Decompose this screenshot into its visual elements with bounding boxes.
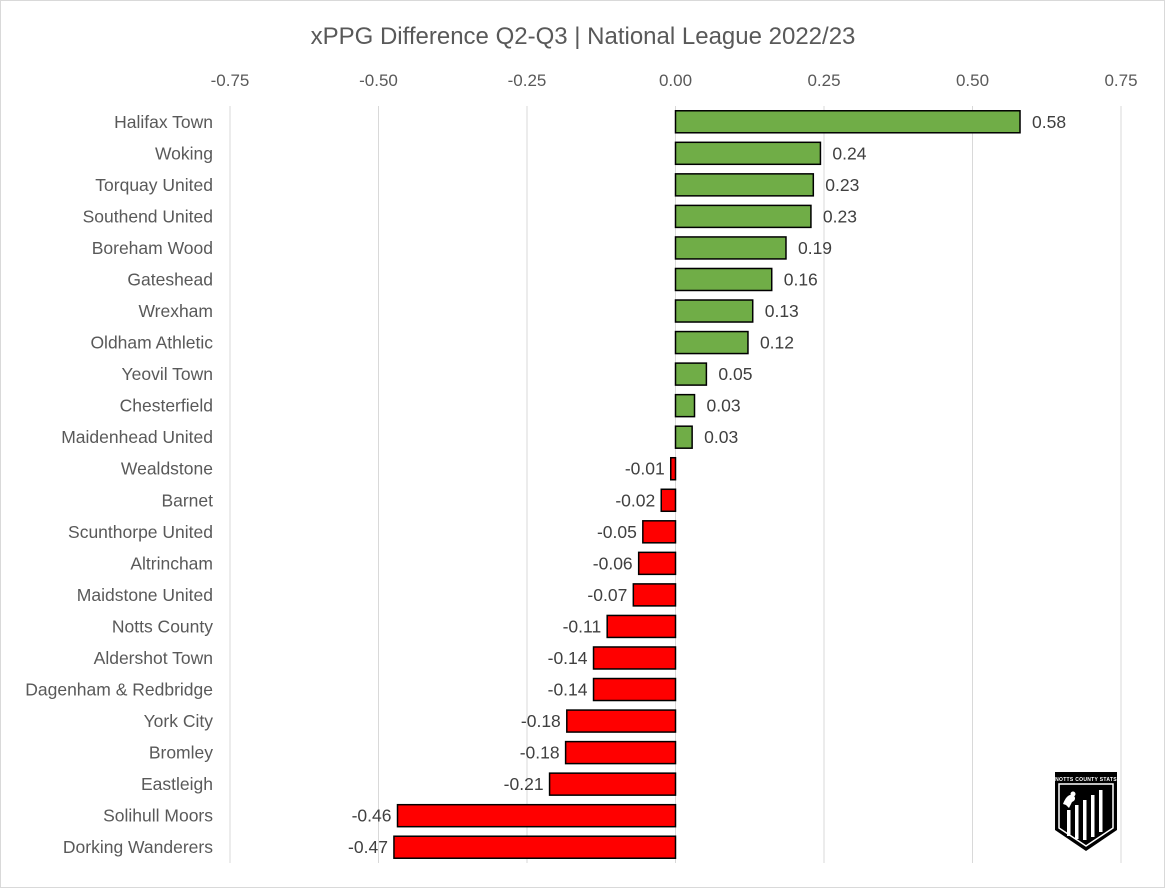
category-label: Wrexham bbox=[138, 301, 213, 321]
data-label: -0.11 bbox=[563, 616, 602, 636]
data-label: 0.16 bbox=[784, 269, 818, 289]
category-label: Southend United bbox=[83, 206, 213, 226]
chart-title: xPPG Difference Q2-Q3 | National League … bbox=[311, 23, 856, 50]
data-label: -0.14 bbox=[548, 648, 588, 668]
x-tick-label: 0.25 bbox=[807, 71, 840, 90]
bar bbox=[674, 299, 754, 323]
data-label: 0.05 bbox=[718, 364, 752, 384]
category-label: Notts County bbox=[112, 616, 213, 636]
data-label: -0.14 bbox=[548, 680, 588, 700]
x-tick-label: -0.50 bbox=[359, 71, 398, 90]
category-label: Dagenham & Redbridge bbox=[25, 680, 213, 700]
data-label: 0.58 bbox=[1032, 112, 1066, 132]
bar bbox=[674, 141, 822, 166]
category-label: York City bbox=[144, 711, 214, 731]
bar bbox=[396, 803, 677, 828]
data-label: 0.03 bbox=[704, 427, 738, 447]
data-label: 0.19 bbox=[798, 238, 832, 258]
x-tick-label: -0.75 bbox=[211, 71, 250, 90]
data-label: 0.12 bbox=[760, 333, 794, 353]
category-label: Halifax Town bbox=[114, 112, 213, 132]
bar bbox=[674, 425, 693, 449]
x-tick-label: 0.00 bbox=[659, 71, 692, 90]
category-label: Bromley bbox=[149, 743, 213, 763]
bar bbox=[674, 362, 708, 386]
bar bbox=[566, 709, 677, 733]
bar bbox=[674, 204, 812, 229]
data-label: -0.47 bbox=[348, 837, 388, 857]
data-label: -0.21 bbox=[504, 774, 544, 794]
bar bbox=[674, 393, 696, 418]
data-label: 0.03 bbox=[707, 396, 741, 416]
bar bbox=[632, 583, 677, 607]
bar bbox=[674, 110, 1021, 134]
data-label: -0.18 bbox=[520, 743, 560, 763]
bar bbox=[393, 835, 677, 859]
bar bbox=[674, 236, 787, 260]
data-label: 0.23 bbox=[823, 206, 857, 226]
bar bbox=[660, 488, 677, 513]
category-label: Wealdstone bbox=[121, 459, 213, 479]
category-label: Dorking Wanderers bbox=[63, 837, 213, 857]
data-label: -0.02 bbox=[615, 490, 655, 510]
bar bbox=[642, 520, 677, 544]
data-label: -0.01 bbox=[625, 459, 665, 479]
bar bbox=[564, 740, 677, 765]
bar bbox=[674, 330, 749, 355]
category-label: Torquay United bbox=[95, 175, 213, 195]
bar bbox=[592, 646, 677, 670]
bar bbox=[606, 614, 677, 639]
category-label: Altrincham bbox=[130, 553, 213, 573]
category-label: Solihull Moors bbox=[103, 806, 213, 826]
category-label: Woking bbox=[155, 143, 213, 163]
category-label: Barnet bbox=[161, 490, 213, 510]
bar bbox=[592, 677, 677, 702]
x-tick-label: -0.25 bbox=[508, 71, 547, 90]
bar bbox=[669, 456, 677, 481]
bar bbox=[674, 267, 773, 292]
bar bbox=[637, 551, 677, 576]
data-label: 0.23 bbox=[825, 175, 859, 195]
data-label: -0.05 bbox=[597, 522, 637, 542]
bars bbox=[393, 110, 1021, 859]
grid-lines bbox=[229, 106, 1122, 863]
data-label: 0.13 bbox=[765, 301, 799, 321]
data-label: -0.07 bbox=[587, 585, 627, 605]
notts-county-stats-logo: NOTTS COUNTY STATS bbox=[1055, 772, 1117, 851]
data-label: -0.06 bbox=[593, 553, 633, 573]
logo-text: NOTTS COUNTY STATS bbox=[1055, 777, 1117, 783]
category-label: Maidenhead United bbox=[61, 427, 213, 447]
category-label: Eastleigh bbox=[141, 774, 213, 794]
bar bbox=[548, 772, 677, 796]
data-labels: 0.58 0.24 0.23 0.23 0.19 0.16 0.13 0.12 0.05 0.03… bbox=[348, 112, 1066, 857]
category-label: Oldham Athletic bbox=[90, 333, 213, 353]
category-label: Scunthorpe United bbox=[68, 522, 213, 542]
category-label: Yeovil Town bbox=[122, 364, 213, 384]
category-labels: Halifax Town Woking Torquay United Southend… bbox=[25, 112, 213, 857]
data-label: 0.24 bbox=[832, 143, 866, 163]
x-axis-ticks: -0.75 -0.50 -0.25 0.00 0.25 0.50 0.75 bbox=[211, 71, 1138, 90]
x-tick-label: 0.50 bbox=[956, 71, 989, 90]
category-label: Aldershot Town bbox=[94, 648, 213, 668]
category-label: Chesterfield bbox=[120, 396, 213, 416]
category-label: Maidstone United bbox=[77, 585, 213, 605]
x-tick-label: 0.75 bbox=[1104, 71, 1137, 90]
category-label: Gateshead bbox=[127, 269, 213, 289]
data-label: -0.46 bbox=[352, 806, 392, 826]
bar bbox=[674, 173, 815, 197]
category-label: Boreham Wood bbox=[92, 238, 213, 258]
data-label: -0.18 bbox=[521, 711, 561, 731]
